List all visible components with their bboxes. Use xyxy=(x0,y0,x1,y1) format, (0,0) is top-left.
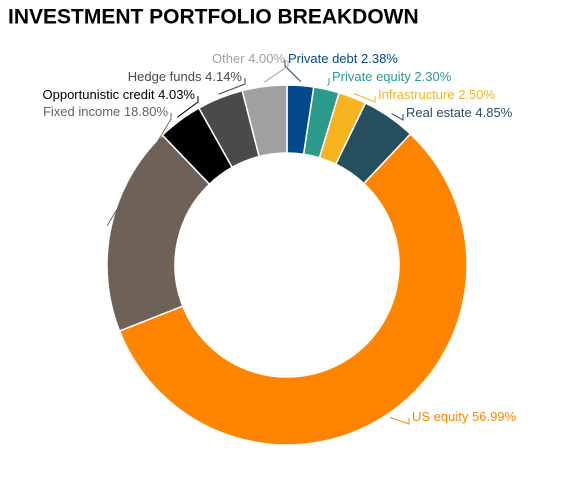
leader-line xyxy=(391,113,404,121)
data-label: Fixed income 18.80% xyxy=(43,104,168,119)
leader-line xyxy=(218,78,246,95)
value-label: 2.38% xyxy=(361,51,398,66)
leader-line xyxy=(327,78,330,86)
category-label: Private debt xyxy=(288,51,358,66)
data-label: Private equity 2.30% xyxy=(332,69,452,84)
data-label: Private debt 2.38% xyxy=(288,51,398,66)
leader-line xyxy=(284,60,302,82)
data-label: Hedge funds 4.14% xyxy=(128,69,243,84)
category-label: Fixed income xyxy=(43,104,120,119)
leader-line xyxy=(263,60,289,83)
value-label: 18.80% xyxy=(124,104,169,119)
category-label: Hedge funds xyxy=(128,69,202,84)
category-label: Infrastructure xyxy=(378,87,455,102)
data-label: US equity 56.99% xyxy=(412,409,517,424)
value-label: 4.00% xyxy=(248,51,285,66)
donut-slice xyxy=(118,132,468,446)
value-label: 4.85% xyxy=(475,105,512,120)
category-label: Private equity xyxy=(332,69,411,84)
data-label: Infrastructure 2.50% xyxy=(378,87,496,102)
chart-title: INVESTMENT PORTFOLIO BREAKDOWN xyxy=(8,6,419,29)
leader-line xyxy=(389,416,410,425)
leader-line xyxy=(106,113,172,226)
donut-slice xyxy=(241,84,288,158)
category-label: Opportunistic credit xyxy=(43,87,155,102)
value-label: 4.03% xyxy=(158,87,195,102)
category-label: US equity xyxy=(412,409,469,424)
value-label: 2.50% xyxy=(458,87,495,102)
leader-line xyxy=(177,96,199,118)
value-label: 4.14% xyxy=(205,69,242,84)
data-label: Opportunistic credit 4.03% xyxy=(43,87,196,102)
data-label: Other 4.00% xyxy=(212,51,285,66)
value-label: 2.30% xyxy=(414,69,451,84)
value-label: 56.99% xyxy=(472,409,517,424)
leader-line xyxy=(353,93,376,103)
category-label: Other xyxy=(212,51,245,66)
category-label: Real estate xyxy=(406,105,472,120)
data-label: Real estate 4.85% xyxy=(406,105,513,120)
